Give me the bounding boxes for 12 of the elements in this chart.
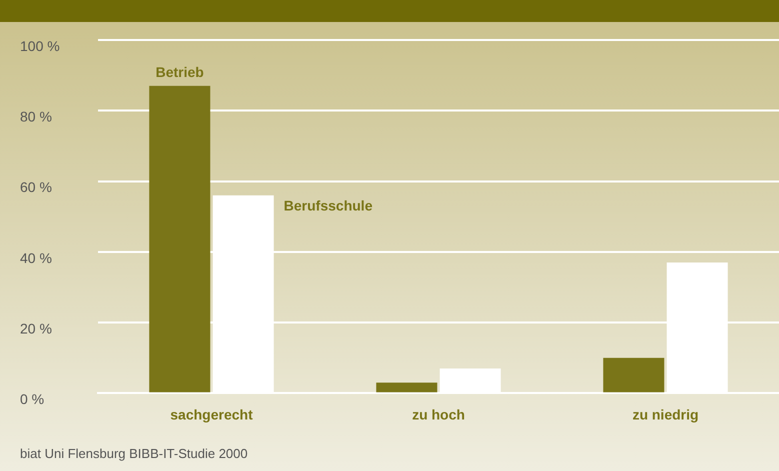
y-tick-label: 0 % <box>20 391 44 408</box>
y-tick-label: 60 % <box>20 179 52 196</box>
x-tick-label: sachgerecht <box>170 406 254 422</box>
series-label: Betrieb <box>156 64 204 80</box>
y-tick-label: 100 % <box>20 38 60 54</box>
y-tick-label: 20 % <box>20 320 52 336</box>
text: biat Uni Flensburg BIBB-IT-Studie 2000 <box>20 446 248 461</box>
y-tick-label: 40 % <box>20 250 52 266</box>
y-tick-label: 80 % <box>20 108 52 124</box>
x-tick-label: zu hoch <box>412 406 465 422</box>
x-tick-label: zu niedrig <box>632 406 699 422</box>
series-label: Berufsschule <box>284 197 373 214</box>
